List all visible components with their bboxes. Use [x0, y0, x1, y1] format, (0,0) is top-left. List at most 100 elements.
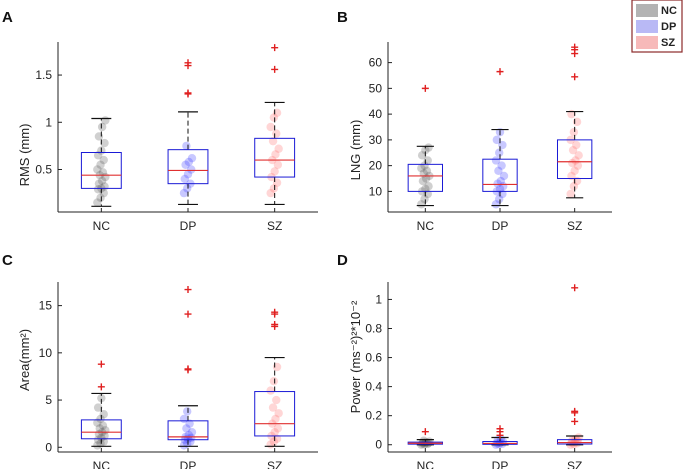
box-dp: [167, 149, 209, 185]
y-tick-label: 0.8: [365, 321, 382, 335]
data-point: [97, 122, 107, 132]
outlier-marker: [496, 68, 504, 76]
outlier-marker: [271, 65, 279, 73]
x-tick-labels-a: NC DP SZ: [93, 219, 283, 233]
box-sz: [556, 439, 593, 445]
legend: NC DP SZ: [631, 0, 683, 53]
y-tick-label: 0: [45, 440, 52, 454]
data-point: [572, 439, 582, 448]
data-point: [568, 145, 578, 155]
y-tick-label: 5: [45, 393, 52, 407]
data-point: [269, 376, 279, 386]
y-tick-label: 0.5: [35, 163, 52, 177]
data-point: [497, 161, 506, 170]
data-point: [273, 424, 283, 433]
data-point: [420, 194, 429, 204]
y-tick-label: 0.4: [365, 380, 382, 394]
data-point: [93, 403, 103, 412]
data-point: [491, 156, 501, 165]
panel-c: C Area(mm²) NC DP SZ 0 5 10 15: [2, 252, 318, 469]
y-tick-labels-d: 0 0.2 0.4 0.6 0.8 1: [365, 292, 382, 451]
data-point: [422, 166, 432, 175]
data-point: [424, 143, 433, 152]
data-point: [182, 424, 191, 433]
data-point: [93, 198, 102, 207]
data-point: [266, 188, 275, 198]
box-nc: [80, 419, 122, 440]
data-point: [571, 434, 580, 444]
data-point: [496, 176, 505, 186]
outlier-marker: [271, 321, 279, 328]
data-point: [266, 386, 275, 395]
box-nc: [80, 152, 122, 189]
y-tick-label: 1: [45, 115, 52, 129]
data-point: [571, 156, 580, 165]
data-point: [274, 409, 283, 418]
outlier-marker: [271, 308, 279, 316]
x-tick-label: DP: [180, 219, 197, 233]
data-point: [496, 434, 505, 444]
data-point: [272, 108, 282, 118]
outlier-marker: [184, 59, 192, 67]
x-tick-label: DP: [492, 219, 509, 233]
data-point: [93, 151, 103, 160]
data-point: [269, 184, 279, 193]
outlier-marker: [97, 383, 105, 391]
y-tick-label: 10: [369, 184, 383, 198]
data-point: [100, 138, 109, 148]
data-point: [184, 157, 193, 167]
data-point: [492, 135, 501, 145]
data-point: [185, 419, 194, 428]
data-point: [566, 189, 575, 199]
data-point: [94, 179, 104, 188]
data-point: [574, 433, 583, 442]
data-point: [270, 427, 279, 437]
y-axis-label-b: LNG (mm): [348, 120, 363, 181]
data-point: [97, 433, 106, 443]
y-tick-label: 20: [369, 159, 383, 173]
data-point: [96, 439, 105, 448]
panel-letter-d: D: [337, 252, 348, 269]
data-point: [187, 153, 197, 163]
legend-swatch-sz: [636, 36, 658, 49]
x-tick-label: NC: [417, 219, 435, 233]
y-axis-label-a: RMS (mm): [17, 124, 32, 187]
data-point: [93, 435, 103, 444]
y-tick-label: 1.5: [35, 68, 52, 82]
data-point: [273, 160, 283, 169]
outlier-marker: [571, 73, 579, 81]
data-point: [417, 151, 427, 160]
data-point: [494, 166, 503, 175]
data-point: [493, 179, 502, 188]
data-point: [268, 136, 278, 146]
outlier-marker: [421, 84, 429, 92]
data-point: [573, 436, 583, 446]
legend-label-sz: SZ: [661, 37, 675, 49]
data-point: [272, 395, 281, 405]
x-tick-labels-c: NC DP SZ: [93, 459, 283, 469]
y-tick-label: 30: [369, 133, 383, 147]
legend-swatch-dp: [636, 20, 658, 33]
data-point: [573, 161, 583, 170]
data-point: [93, 418, 102, 427]
data-point: [101, 116, 110, 125]
y-tick-labels-c: 0 5 10 15: [39, 299, 53, 455]
legend-swatch-nc: [636, 4, 658, 17]
data-point: [96, 160, 105, 169]
data-point: [96, 193, 105, 203]
data-point: [421, 145, 430, 155]
y-tick-label: 15: [39, 299, 53, 313]
data-point: [99, 410, 108, 419]
outlier-marker: [184, 365, 192, 373]
y-axis-label-d: Power (ms⁻²)²*10⁻²: [348, 300, 363, 413]
data-point: [274, 144, 283, 153]
data-point: [183, 184, 192, 193]
outlier-marker: [421, 428, 429, 436]
data-point: [187, 427, 197, 437]
outlier-marker: [571, 284, 579, 292]
data-point: [269, 437, 279, 446]
x-tick-label: DP: [492, 459, 509, 469]
data-point: [183, 407, 192, 416]
data-point: [417, 200, 426, 209]
y-tick-label: 0.6: [365, 351, 382, 365]
